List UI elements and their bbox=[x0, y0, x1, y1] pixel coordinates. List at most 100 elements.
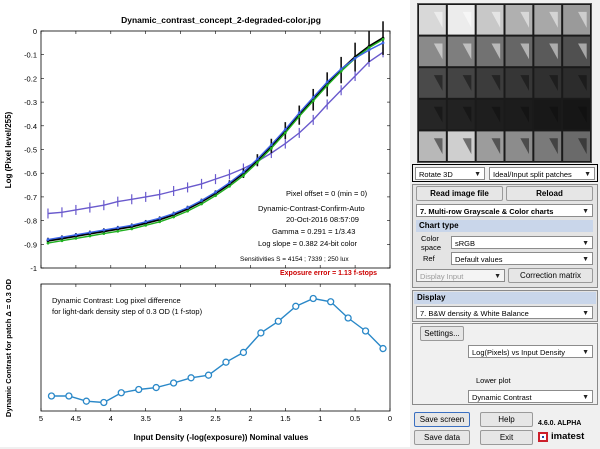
ref-select[interactable]: Default values ▼ bbox=[451, 252, 593, 265]
upper-plot-select[interactable]: Log(Pixels) vs Input Density ▼ bbox=[468, 345, 593, 358]
chevron-down-icon: ▼ bbox=[582, 240, 589, 247]
x-tick-label: 0 bbox=[388, 414, 392, 423]
info-line-1: Pixel offset = 0 (min = 0) bbox=[286, 189, 368, 198]
info-line-5: Log slope = 0.382 24-bit color bbox=[258, 239, 358, 248]
upper-data-point bbox=[297, 111, 301, 115]
lower-data-point bbox=[82, 397, 91, 405]
reload-button[interactable]: Reload bbox=[506, 186, 593, 201]
lower-data-point bbox=[222, 358, 230, 366]
upper-series bbox=[46, 21, 385, 245]
upper-data-point bbox=[214, 190, 217, 194]
upper-y-tick-label: -0.4 bbox=[24, 122, 37, 131]
upper-axes-box bbox=[40, 30, 391, 269]
rotate-3d-select[interactable]: Rotate 3D ▼ bbox=[415, 167, 485, 180]
upper-data-point bbox=[381, 41, 385, 45]
upper-data-point bbox=[144, 220, 148, 224]
lower-plot-value: Dynamic Contrast bbox=[472, 393, 532, 402]
x-tick-label: 4.5 bbox=[71, 414, 81, 423]
thumbnail-marker bbox=[549, 75, 558, 91]
settings-button[interactable]: Settings... bbox=[420, 326, 464, 341]
chart-select[interactable]: 7. Multi-row Grayscale & Color charts ▼ bbox=[416, 204, 593, 217]
upper-data-point bbox=[269, 143, 273, 147]
exit-button[interactable]: Exit bbox=[480, 430, 533, 445]
x-tick-label: 0.5 bbox=[350, 414, 360, 423]
chevron-down-icon: ▼ bbox=[494, 273, 501, 280]
view-options-group bbox=[412, 164, 598, 182]
upper-y-tick-label: -0.3 bbox=[24, 98, 37, 107]
upper-data-point bbox=[60, 235, 64, 239]
thumbnail-marker bbox=[549, 138, 558, 155]
info-line-3: 20-Oct-2016 08:57:09 bbox=[286, 215, 359, 224]
thumbnail-marker bbox=[433, 138, 443, 155]
lower-data-point bbox=[344, 314, 352, 322]
lower-data-point bbox=[135, 385, 143, 394]
upper-data-point bbox=[116, 226, 120, 230]
lower-data-point bbox=[309, 294, 317, 303]
display-input-value: Display Input bbox=[420, 272, 464, 281]
upper-data-point bbox=[186, 209, 189, 213]
upper-data-point bbox=[130, 227, 134, 231]
upper-data-point bbox=[200, 199, 203, 202]
display-select[interactable]: 7. B&W density & White Balance ▼ bbox=[416, 306, 593, 319]
help-button[interactable]: Help bbox=[480, 412, 533, 427]
upper-y-tick-label: -0.9 bbox=[24, 240, 37, 249]
upper-data-point bbox=[242, 170, 245, 174]
chevron-down-icon: ▼ bbox=[582, 310, 589, 317]
lower-ticks: 5 4.5 4 3.5 3 2.5 2 1.5 1 0.5 0 bbox=[39, 284, 392, 423]
chevron-down-icon: ▼ bbox=[582, 394, 589, 401]
lower-data-point bbox=[204, 371, 213, 379]
thumbnail-marker bbox=[549, 43, 558, 60]
lower-data-point bbox=[361, 327, 370, 335]
upper-data-point bbox=[214, 194, 217, 198]
upper-y-tick-label: -1 bbox=[30, 264, 37, 273]
lower-desc-line-1: Dynamic Contrast: Log pixel difference bbox=[52, 296, 181, 305]
upper-data-point bbox=[339, 69, 343, 73]
split-patches-value: Ideal/Input split patches bbox=[493, 170, 572, 179]
lower-data-point bbox=[65, 392, 73, 400]
lower-series bbox=[47, 294, 387, 407]
ref-value: Default values bbox=[455, 255, 503, 264]
chevron-down-icon: ▼ bbox=[474, 171, 481, 178]
lower-data-point bbox=[274, 317, 282, 325]
upper-data-point bbox=[283, 131, 287, 135]
upper-data-point bbox=[367, 48, 371, 52]
thumbnail-marker bbox=[520, 43, 530, 60]
x-tick-label: 1.5 bbox=[280, 414, 290, 423]
upper-data-point bbox=[88, 231, 92, 234]
lower-data-point bbox=[187, 374, 195, 382]
x-tick-label: 2 bbox=[248, 414, 252, 423]
thumbnail-marker bbox=[491, 43, 501, 60]
correction-matrix-button[interactable]: Correction matrix bbox=[508, 268, 593, 283]
upper-plot-value: Log(Pixels) vs Input Density bbox=[472, 348, 565, 357]
color-space-select[interactable]: sRGB ▼ bbox=[451, 236, 593, 249]
lower-plot-label: Lower plot bbox=[476, 376, 511, 385]
upper-y-tick-label: -0.7 bbox=[24, 193, 37, 202]
save-screen-button[interactable]: Save screen bbox=[414, 412, 470, 427]
upper-data-point bbox=[102, 232, 106, 236]
imatest-logo-icon bbox=[538, 432, 548, 442]
lower-plot-select[interactable]: Dynamic Contrast ▼ bbox=[468, 390, 593, 403]
info-line-4: Gamma = 0.291 = 1/3.43 bbox=[272, 227, 355, 236]
split-patches-select[interactable]: Ideal/Input split patches ▼ bbox=[489, 167, 595, 180]
upper-data-point bbox=[46, 238, 50, 241]
imatest-logo: imatest bbox=[537, 430, 599, 444]
lower-data-point bbox=[379, 344, 387, 353]
info-line-2: Dynamic-Contrast-Confirm-Auto bbox=[258, 204, 365, 213]
upper-data-point bbox=[172, 212, 176, 215]
lower-data-point bbox=[169, 379, 178, 387]
display-input-select[interactable]: Display Input ▼ bbox=[416, 269, 505, 282]
save-data-button[interactable]: Save data bbox=[414, 430, 470, 445]
thumbnail-marker bbox=[462, 43, 472, 60]
plot-options-group bbox=[412, 323, 598, 405]
upper-data-point bbox=[269, 146, 273, 150]
upper-data-point bbox=[255, 157, 259, 161]
brand-name: imatest bbox=[551, 431, 585, 442]
thumbnail-marker bbox=[433, 106, 443, 123]
upper-data-point bbox=[311, 99, 315, 103]
thumbnail-marker bbox=[462, 75, 472, 91]
chart-thumbnail[interactable] bbox=[417, 3, 592, 163]
x-tick-label: 2.5 bbox=[210, 414, 220, 423]
control-panel: Rotate 3D ▼ Ideal/Input split patches ▼ … bbox=[410, 0, 600, 447]
read-image-file-button[interactable]: Read image file bbox=[416, 186, 503, 201]
sensitivities-values: = 4154 ; 7339 ; 250 lux bbox=[280, 256, 349, 263]
